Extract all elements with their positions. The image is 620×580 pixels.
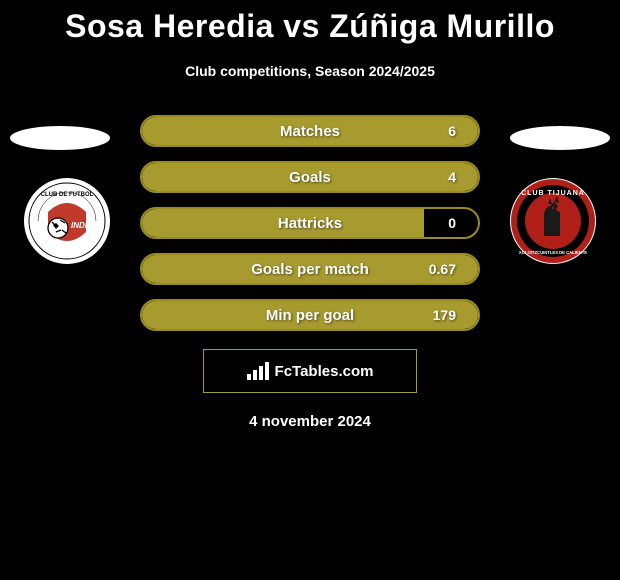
stat-bar-hattricks: Hattricks 0 — [140, 207, 480, 239]
stat-value: 0.67 — [429, 261, 456, 277]
team-badge-left: CLUB DE FUTBOL INDIOS — [24, 178, 110, 264]
svg-text:XOLOITZCUINTLES DE CALIENTE: XOLOITZCUINTLES DE CALIENTE — [519, 250, 587, 255]
page-title: Sosa Heredia vs Zúñiga Murillo — [0, 0, 620, 45]
stat-bar-goals: Goals 4 — [140, 161, 480, 193]
stat-bar-goals-per-match: Goals per match 0.67 — [140, 253, 480, 285]
tijuana-logo-icon: CLUB TIJUANA XOLOITZCUINTLES DE CALIENTE — [510, 178, 596, 264]
player-oval-left — [10, 126, 110, 150]
stat-value: 6 — [448, 123, 456, 139]
stat-value: 179 — [433, 307, 456, 323]
fctables-watermark: FcTables.com — [203, 349, 417, 393]
svg-text:CLUB DE FUTBOL: CLUB DE FUTBOL — [41, 192, 94, 198]
fctables-label: FcTables.com — [275, 363, 374, 380]
stat-label: Goals per match — [251, 261, 369, 278]
indios-logo-icon: CLUB DE FUTBOL INDIOS — [28, 182, 106, 260]
stat-label: Hattricks — [278, 215, 342, 232]
stat-value: 4 — [448, 169, 456, 185]
stat-label: Matches — [280, 123, 340, 140]
stat-label: Min per goal — [266, 307, 354, 324]
svg-text:INDIOS: INDIOS — [71, 221, 99, 230]
date-label: 4 november 2024 — [0, 413, 620, 430]
team-badge-right: CLUB TIJUANA XOLOITZCUINTLES DE CALIENTE — [510, 178, 596, 264]
stat-label: Goals — [289, 169, 331, 186]
stat-bar-matches: Matches 6 — [140, 115, 480, 147]
subtitle: Club competitions, Season 2024/2025 — [0, 63, 620, 79]
stat-bar-min-per-goal: Min per goal 179 — [140, 299, 480, 331]
stat-value: 0 — [448, 215, 456, 231]
bar-chart-icon — [247, 362, 269, 380]
player-oval-right — [510, 126, 610, 150]
svg-text:CLUB TIJUANA: CLUB TIJUANA — [521, 190, 585, 197]
